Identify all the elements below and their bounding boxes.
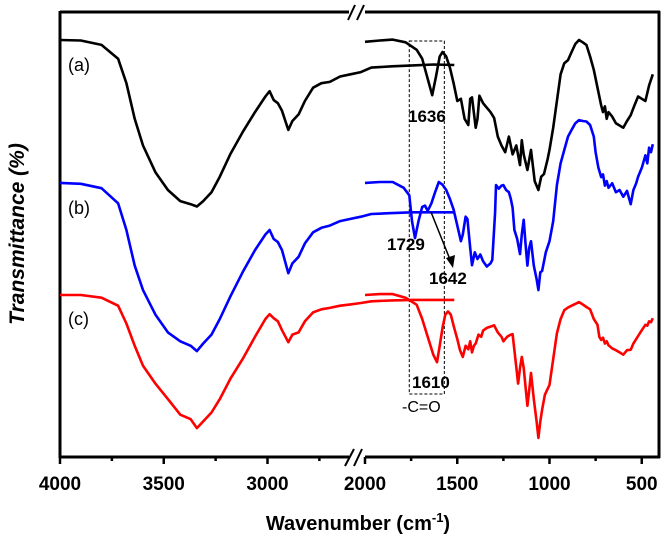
- annotation-carbonyl: -C=O: [402, 399, 441, 416]
- curve-label-b: (b): [68, 198, 90, 218]
- axis-break-top: [347, 4, 365, 21]
- x-tick-label: 500: [626, 474, 658, 495]
- spectrum-a-right: [364, 38, 655, 192]
- spectrum-b-left: [59, 181, 455, 353]
- x-tick-label: 3500: [143, 474, 185, 495]
- annotation-1729: 1729: [387, 235, 425, 254]
- annotation-1642: 1642: [429, 269, 467, 288]
- series-a: [59, 38, 655, 208]
- plot-frame: [58, 10, 661, 459]
- x-tick-label: 4000: [39, 474, 81, 495]
- x-ticks: [58, 457, 643, 464]
- spectrum-b-right: [364, 118, 655, 292]
- annotation-1610: 1610: [412, 373, 450, 392]
- axis-break-bottom: [344, 448, 363, 467]
- curve-label-a: (a): [68, 55, 90, 75]
- x-axis-title: Wavenumber (cm-1): [266, 510, 450, 535]
- x-tick-label: 2000: [344, 474, 386, 495]
- carbonyl-highlight-box: [408, 40, 445, 395]
- x-tick-label: 1500: [436, 474, 478, 495]
- y-axis-title: Transmittance (%): [6, 143, 29, 325]
- spectrum-a-left: [59, 38, 455, 208]
- annotation-arrow: [430, 211, 455, 268]
- spectrum-c-right: [364, 292, 654, 440]
- x-tick-label: 3000: [246, 474, 288, 495]
- x-axis-title-close: ): [443, 513, 450, 535]
- x-tick-label: 1000: [528, 474, 570, 495]
- x-axis-title-main: Wavenumber (cm: [266, 513, 432, 535]
- curve-label-c: (c): [68, 309, 89, 329]
- x-axis-title-sup: -1: [432, 510, 444, 525]
- spectra: [59, 38, 655, 440]
- x-tick-labels: 4000 3500 3000 2000 1500 1000 500: [39, 474, 658, 495]
- series-c: [60, 292, 654, 440]
- series-b: [59, 118, 655, 353]
- annotation-1636: 1636: [408, 107, 446, 126]
- spectrum-c-left: [60, 293, 455, 430]
